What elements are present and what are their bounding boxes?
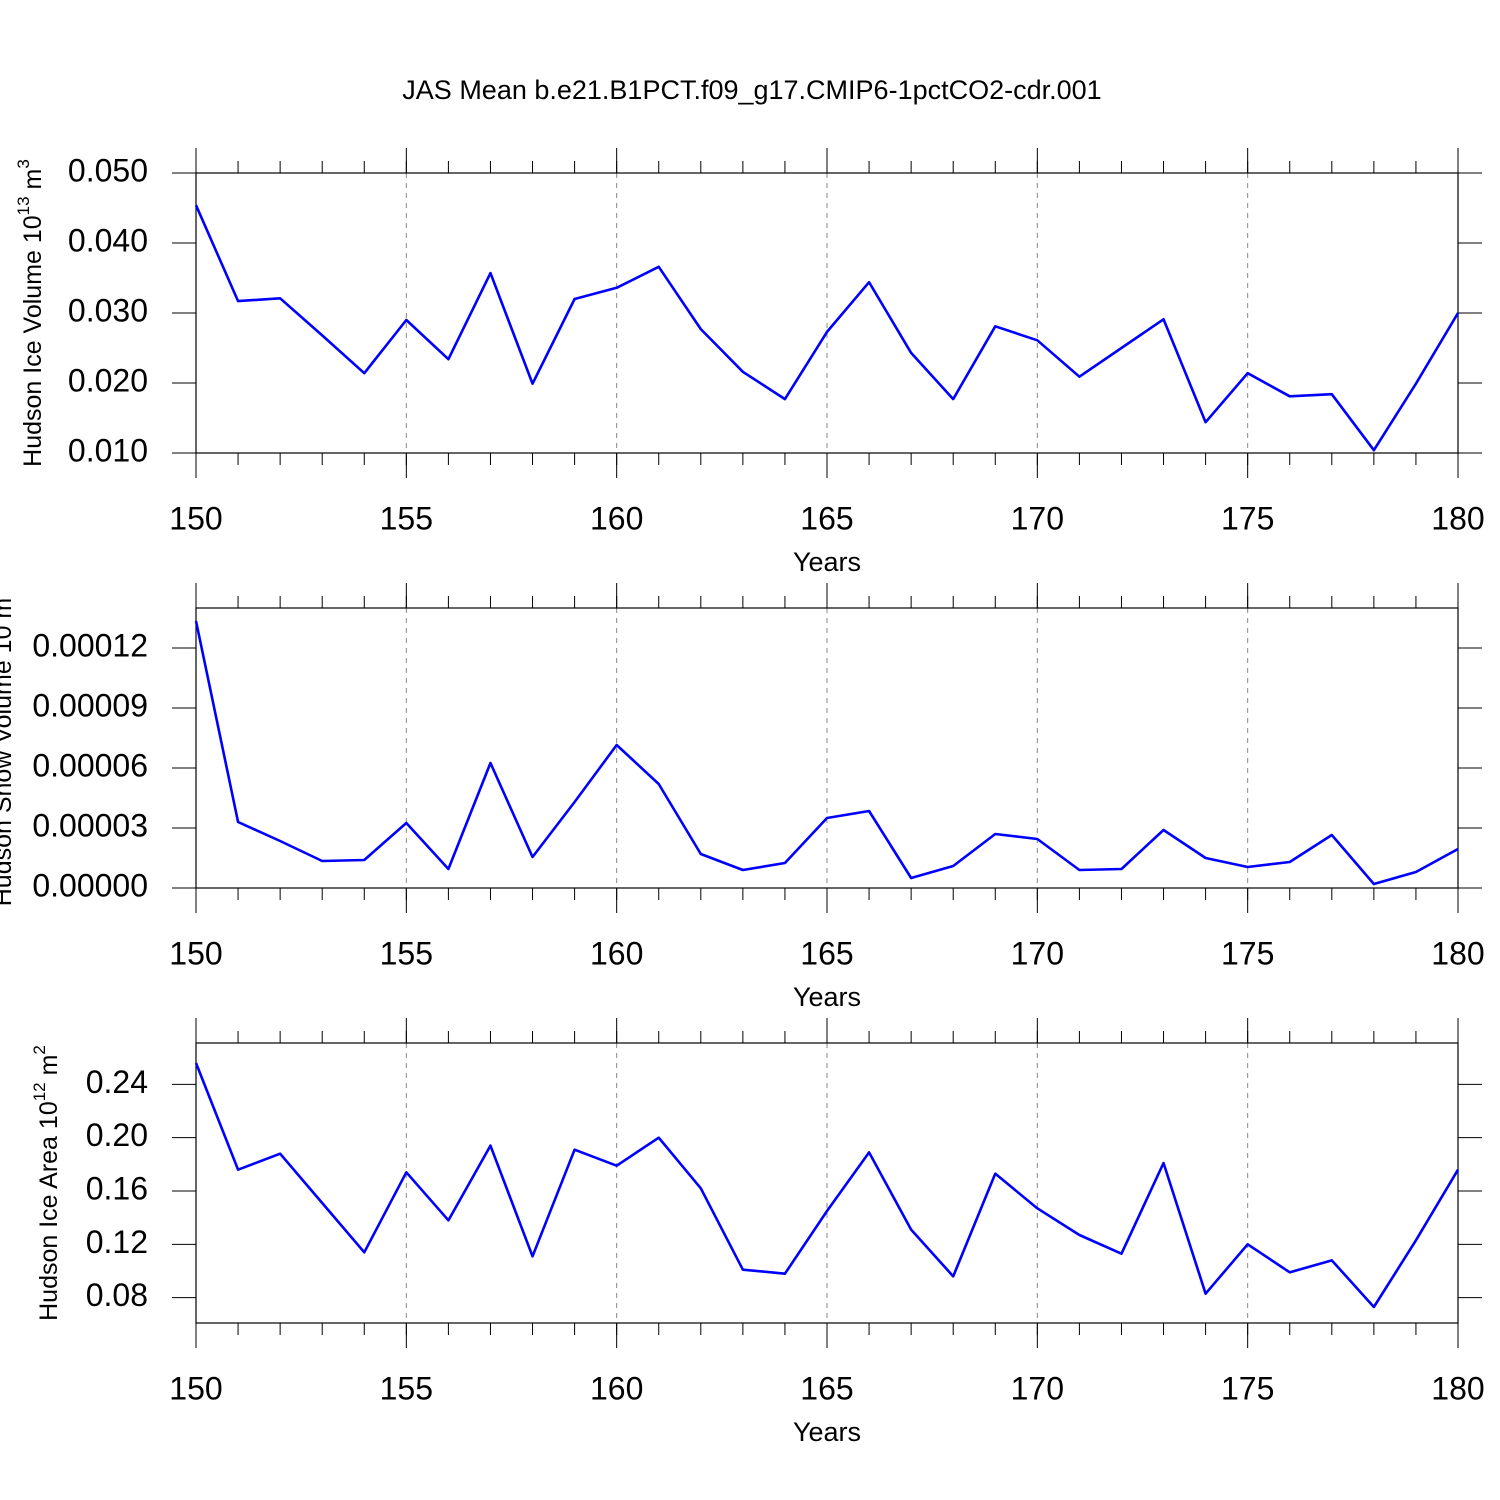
x-axis-label: Years xyxy=(793,1417,861,1447)
panel: 150 155 160 165 170 175 180 0.00000 0.00003 0.000… xyxy=(0,583,1485,1012)
x-tick-label: 180 xyxy=(1431,935,1484,971)
y-axis-label-part: Hudson Snow Volume 10 xyxy=(0,626,17,907)
x-axis-label: Years xyxy=(793,547,861,577)
y-axis-label: Hudson Snow Volume 10 m xyxy=(0,598,17,907)
y-tick-label: 0.030 xyxy=(68,292,148,328)
panel: 150 155 160 165 170 175 180 0.010 0.020 0.030 0.04… xyxy=(14,148,1485,577)
x-axis-label: Years xyxy=(793,982,861,1012)
y-tick-label: 0.20 xyxy=(86,1117,148,1153)
data-line xyxy=(194,204,1460,452)
x-tick-label: 170 xyxy=(1011,935,1064,971)
x-tick-label: 150 xyxy=(169,1370,222,1406)
y-axis-label: Hudson Ice Volume 1013 m3 xyxy=(14,159,47,467)
plot-frame xyxy=(195,1042,1459,1324)
y-tick-label: 0.050 xyxy=(68,152,148,188)
y-axis-label-part: 2 xyxy=(30,1045,49,1054)
x-tick-label: 180 xyxy=(1431,1370,1484,1406)
y-axis-label-part: 12 xyxy=(30,1082,49,1101)
x-tick-label: 155 xyxy=(380,500,433,536)
x-tick-label: 150 xyxy=(169,500,222,536)
x-tick-label: 175 xyxy=(1221,1370,1274,1406)
x-tick-label: 175 xyxy=(1221,500,1274,536)
data-line xyxy=(194,1062,1460,1309)
y-tick-label: 0.00012 xyxy=(32,627,148,663)
y-axis-label-part: Hudson Ice Area 10 xyxy=(35,1101,63,1321)
y-axis-label-part: m xyxy=(35,1055,63,1083)
y-axis-label-part: 13 xyxy=(14,196,33,215)
y-tick-label: 0.16 xyxy=(86,1170,148,1206)
y-axis-label-part: Hudson Ice Volume 10 xyxy=(19,215,47,467)
x-tick-label: 170 xyxy=(1011,1370,1064,1406)
x-tick-label: 150 xyxy=(169,935,222,971)
y-axis-label-part: 3 xyxy=(14,159,33,168)
y-tick-label: 0.020 xyxy=(68,362,148,398)
y-axis-label-part: m xyxy=(19,169,47,197)
x-tick-label: 165 xyxy=(800,500,853,536)
y-tick-label: 0.12 xyxy=(86,1224,148,1260)
x-tick-label: 165 xyxy=(800,935,853,971)
y-axis-label-part: m xyxy=(0,598,17,626)
x-tick-label: 155 xyxy=(380,935,433,971)
y-axis-label: Hudson Ice Area 1012 m2 xyxy=(30,1045,63,1321)
plot-frame xyxy=(195,607,1459,889)
data-line xyxy=(194,620,1459,886)
y-tick-label: 0.08 xyxy=(86,1277,148,1313)
x-tick-label: 160 xyxy=(590,1370,643,1406)
x-tick-label: 180 xyxy=(1431,500,1484,536)
y-tick-label: 0.00003 xyxy=(32,807,148,843)
chart-title: JAS Mean b.e21.B1PCT.f09_g17.CMIP6-1pctC… xyxy=(402,75,1101,105)
x-tick-label: 175 xyxy=(1221,935,1274,971)
panel: 150 155 160 165 170 175 180 0.08 0.12 0.16 0.20 0.2… xyxy=(30,1018,1485,1447)
y-tick-label: 0.00009 xyxy=(32,687,148,723)
x-tick-label: 160 xyxy=(590,935,643,971)
y-tick-label: 0.040 xyxy=(68,222,148,258)
x-tick-label: 165 xyxy=(800,1370,853,1406)
x-tick-label: 170 xyxy=(1011,500,1064,536)
x-tick-label: 160 xyxy=(590,500,643,536)
y-tick-label: 0.00006 xyxy=(32,747,148,783)
y-tick-label: 0.00000 xyxy=(32,867,148,903)
y-tick-label: 0.24 xyxy=(86,1064,148,1100)
y-tick-label: 0.010 xyxy=(68,432,148,468)
x-tick-label: 155 xyxy=(380,1370,433,1406)
